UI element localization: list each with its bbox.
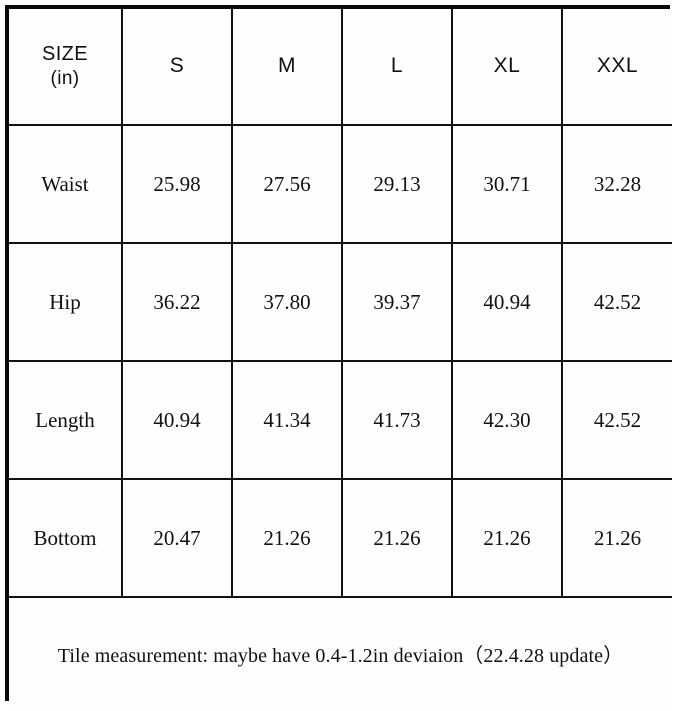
cell-hip-m: 37.80 [231, 242, 343, 362]
header-size-unit: (in) [50, 68, 80, 90]
row-label-waist: Waist [9, 124, 123, 244]
cell-bottom-xxl: 21.26 [561, 478, 672, 598]
header-cell-size-l: L [341, 9, 453, 126]
table-row: Length 40.94 41.34 41.73 42.30 42.52 [9, 360, 672, 480]
cell-bottom-m: 21.26 [231, 478, 343, 598]
cell-length-m: 41.34 [231, 360, 343, 480]
cell-bottom-xl: 21.26 [451, 478, 563, 598]
cell-bottom-l: 21.26 [341, 478, 453, 598]
cell-hip-xl: 40.94 [451, 242, 563, 362]
table-row: Bottom 20.47 21.26 21.26 21.26 21.26 [9, 478, 672, 598]
row-label-hip: Hip [9, 242, 123, 362]
footnote-cell: Tile measurement: maybe have 0.4-1.2in d… [9, 596, 672, 709]
cell-waist-xl: 30.71 [451, 124, 563, 244]
header-cell-size-unit: SIZE (in) [9, 9, 123, 126]
table-row: Hip 36.22 37.80 39.37 40.94 42.52 [9, 242, 672, 362]
header-cell-size-m: M [231, 9, 343, 126]
cell-waist-m: 27.56 [231, 124, 343, 244]
cell-bottom-s: 20.47 [121, 478, 233, 598]
cell-length-s: 40.94 [121, 360, 233, 480]
header-cell-size-s: S [121, 9, 233, 126]
header-size-title: SIZE [41, 43, 89, 66]
header-cell-size-xxl: XXL [561, 9, 672, 126]
table-footer-row: Tile measurement: maybe have 0.4-1.2in d… [9, 596, 672, 709]
cell-hip-s: 36.22 [121, 242, 233, 362]
cell-length-xxl: 42.52 [561, 360, 672, 480]
measurement-deviation-note: Tile measurement: maybe have 0.4-1.2in d… [57, 645, 624, 667]
table-row: Waist 25.98 27.56 29.13 30.71 32.28 [9, 124, 672, 244]
cell-hip-l: 39.37 [341, 242, 453, 362]
cell-waist-s: 25.98 [121, 124, 233, 244]
cell-waist-l: 29.13 [341, 124, 453, 244]
cell-waist-xxl: 32.28 [561, 124, 672, 244]
cell-length-xl: 42.30 [451, 360, 563, 480]
table-header-row: SIZE (in) S M L XL XXL [9, 9, 672, 126]
size-chart-table: SIZE (in) S M L XL XXL Waist 25.98 27.56… [9, 9, 672, 709]
cell-hip-xxl: 42.52 [561, 242, 672, 362]
size-chart-table-frame: SIZE (in) S M L XL XXL Waist 25.98 27.56… [5, 5, 672, 709]
row-label-bottom: Bottom [9, 478, 123, 598]
row-label-length: Length [9, 360, 123, 480]
cell-length-l: 41.73 [341, 360, 453, 480]
header-cell-size-xl: XL [451, 9, 563, 126]
